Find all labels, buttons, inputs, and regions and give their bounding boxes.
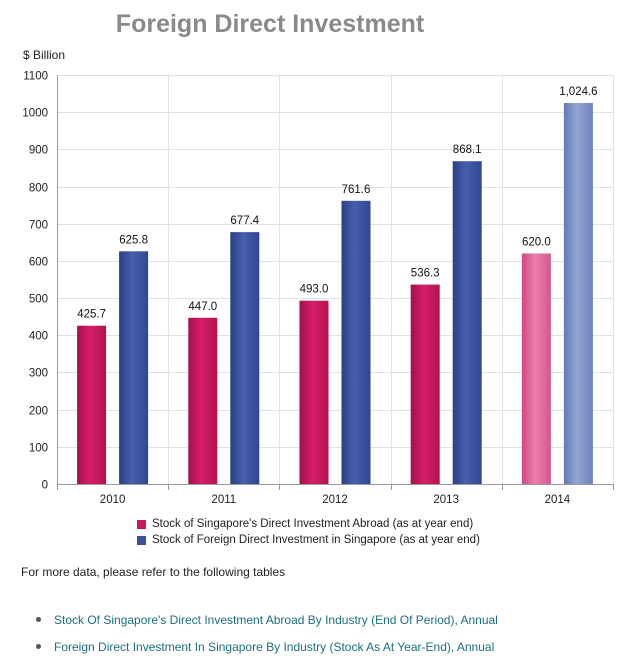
x-tick-label-2014: 2014 (545, 494, 571, 506)
y-tick-label: 200 (29, 406, 48, 418)
legend-label-abroad: Stock of Singapore's Direct Investment A… (152, 518, 474, 530)
bar-investment-abroad-2012[interactable] (299, 300, 329, 484)
more-data-note: For more data, please refer to the follo… (21, 565, 286, 579)
data-label: 761.6 (342, 184, 371, 196)
bullet-icon (36, 644, 41, 649)
bar-fdi-in-singapore-2011[interactable] (230, 232, 260, 484)
y-tick-label: 700 (29, 220, 48, 232)
chart-title: Foreign Direct Investment (115, 10, 425, 38)
y-tick-label: 500 (29, 294, 48, 306)
bar-fdi-in-singapore-2012[interactable] (341, 200, 371, 484)
bar-chart: 425.7 625.8 447.0 677.4 493.0 761.6 536.3 868.1… (22, 71, 614, 506)
y-tick-label: 400 (29, 331, 48, 343)
legend-item-abroad[interactable]: Stock of Singapore's Direct Investment A… (137, 516, 480, 532)
x-tick-label-2011: 2011 (211, 494, 236, 506)
bar-fdi-in-singapore-2014[interactable] (563, 103, 593, 484)
y-tick-label: 900 (29, 145, 48, 157)
data-label: 447.0 (188, 301, 217, 313)
axes: 0 100 200 300 400 500 600 700 800 900 1000 1100 2010… (22, 71, 614, 506)
y-tick-label: 600 (29, 257, 48, 269)
data-label: 677.4 (230, 215, 259, 227)
y-tick-label: 300 (29, 368, 48, 380)
data-label: 493.0 (300, 284, 329, 296)
y-tick-label: 1000 (22, 108, 48, 120)
bar-fdi-in-singapore-2010[interactable] (119, 251, 149, 484)
data-label: 620.0 (522, 236, 551, 248)
list-item: Foreign Direct Investment In Singapore B… (36, 633, 498, 660)
link-fdi-in-singapore-table[interactable]: Foreign Direct Investment In Singapore B… (54, 639, 495, 654)
legend-item-in-singapore[interactable]: Stock of Foreign Direct Investment in Si… (137, 532, 480, 548)
bar-fdi-in-singapore-2013[interactable] (452, 161, 482, 484)
x-tick-label-2012: 2012 (322, 494, 348, 506)
legend-swatch-abroad (137, 519, 146, 529)
bars: 425.7 625.8 447.0 677.4 493.0 761.6 536.3 868.1… (77, 86, 598, 484)
data-label: 536.3 (411, 268, 440, 280)
legend: Stock of Singapore's Direct Investment A… (137, 516, 480, 548)
x-tick-label-2010: 2010 (100, 494, 126, 506)
bullet-icon (36, 617, 41, 622)
y-tick-label: 0 (42, 480, 48, 492)
bar-investment-abroad-2013[interactable] (410, 284, 440, 484)
list-item: Stock Of Singapore's Direct Investment A… (36, 606, 498, 633)
link-investment-abroad-table[interactable]: Stock Of Singapore's Direct Investment A… (54, 612, 498, 627)
related-tables-list: Stock Of Singapore's Direct Investment A… (36, 606, 498, 660)
y-tick-label: 800 (29, 183, 48, 195)
bar-investment-abroad-2010[interactable] (77, 325, 107, 484)
bar-investment-abroad-2014[interactable] (521, 253, 551, 484)
legend-label-in-singapore: Stock of Foreign Direct Investment in Si… (152, 534, 480, 546)
data-label: 625.8 (119, 234, 148, 246)
legend-swatch-in-singapore (137, 535, 146, 545)
x-tick-label-2013: 2013 (433, 494, 459, 506)
data-label: 1,024.6 (559, 86, 597, 98)
y-tick-label: 100 (29, 443, 48, 455)
data-label: 868.1 (453, 144, 482, 156)
data-label: 425.7 (77, 309, 106, 321)
bar-investment-abroad-2011[interactable] (188, 317, 218, 484)
y-axis-unit: $ Billion (23, 48, 66, 62)
y-tick-label: 1100 (23, 71, 48, 83)
